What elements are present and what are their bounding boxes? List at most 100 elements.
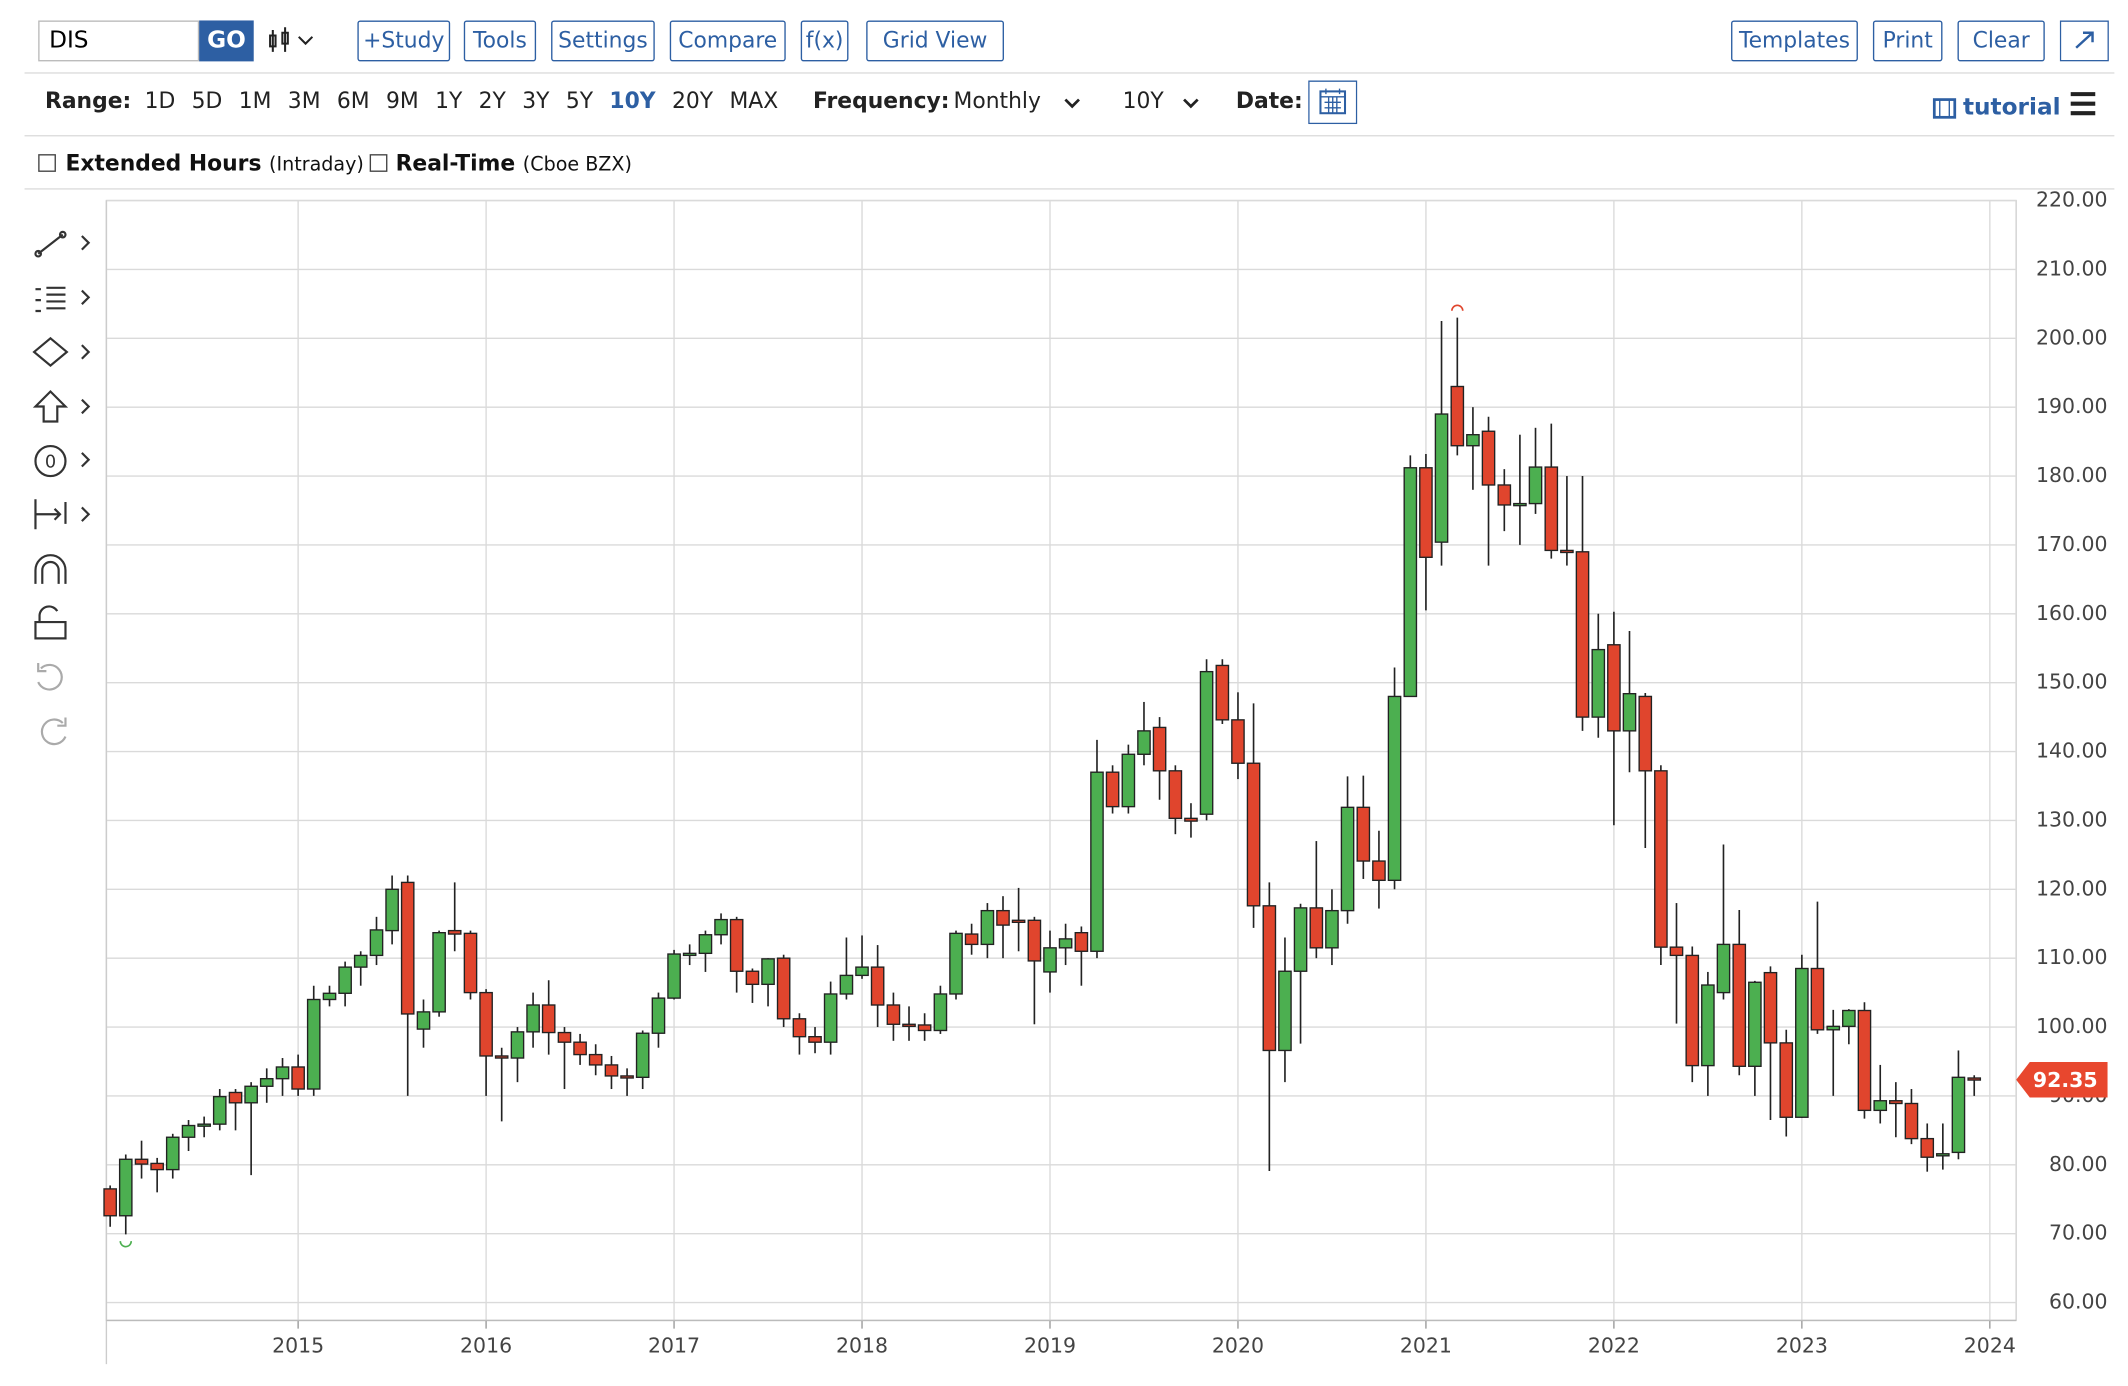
dropdown-arrow[interactable] [1061, 95, 1083, 111]
range-option[interactable]: 1M [238, 87, 272, 114]
x-tick-label: 2016 [460, 1333, 512, 1357]
menu-button[interactable] [2068, 90, 2098, 117]
chart-type-button[interactable] [265, 25, 325, 58]
candle-body [385, 888, 399, 932]
candle-body [1669, 946, 1684, 957]
fullscreen-button[interactable] [2059, 20, 2109, 62]
real-time-label[interactable]: Real-Time (Cboe BZX) [396, 147, 632, 181]
candle-body [1199, 670, 1214, 815]
candle-body [870, 966, 885, 1006]
toolbar-button[interactable]: +Study [357, 20, 451, 62]
candle-body [573, 1041, 587, 1056]
candle-body [541, 1004, 556, 1034]
candle-body [228, 1091, 243, 1104]
checkbox[interactable] [369, 154, 388, 172]
candle-body [322, 992, 337, 1001]
toolbar-button[interactable]: Clear [1957, 20, 2045, 62]
range-option[interactable]: 1D [144, 87, 176, 114]
candle-body [1262, 905, 1277, 1052]
x-tick-label: 2022 [1588, 1333, 1640, 1357]
separator [24, 188, 2115, 190]
range-option[interactable]: 5Y [565, 87, 594, 114]
candle-body [1607, 644, 1621, 732]
toolbar-button[interactable]: Print [1872, 20, 1943, 62]
candle-body [635, 1032, 650, 1079]
candle-body [103, 1188, 117, 1217]
separator [24, 135, 2115, 137]
y-tick-label: 80.00 [2049, 1152, 2108, 1176]
dropdown-arrow[interactable] [1180, 95, 1202, 111]
candle-body [949, 932, 963, 995]
toolbar-button[interactable]: Templates [1731, 20, 1858, 62]
toolbar-button[interactable]: Settings [551, 20, 655, 62]
candle-body [1105, 771, 1120, 808]
candle-body [165, 1136, 180, 1171]
candle-body [416, 1011, 431, 1030]
range-option[interactable]: 1Y [435, 87, 463, 114]
x-tick-label: 2024 [1964, 1333, 2016, 1357]
go-button[interactable]: GO [199, 20, 254, 62]
note: (Cboe BZX) [522, 154, 632, 176]
candle-body [855, 966, 869, 977]
candle-body [118, 1158, 133, 1217]
candle-body [761, 958, 775, 986]
candle-body [1873, 1100, 1888, 1112]
toolbar-button[interactable]: f(x) [800, 20, 849, 62]
y-tick-label: 130.00 [2036, 807, 2108, 831]
range-option[interactable]: 5D [191, 87, 223, 114]
candle-body [1748, 981, 1762, 1067]
candle-body [1779, 1042, 1794, 1118]
candle-body [1450, 385, 1465, 447]
candle-body [291, 1066, 305, 1090]
range-option[interactable]: 3Y [522, 87, 550, 114]
range-selector: 1D 5D 1M 3M 6M 9M 1Y 2Y 3Y 5Y 10Y 20Y MAX [136, 85, 786, 118]
toolbar-button[interactable]: Compare [669, 20, 786, 62]
range-option[interactable]: 2Y [478, 87, 506, 114]
candle-body [369, 929, 384, 957]
candle-body [839, 974, 854, 995]
range-option[interactable]: 20Y [671, 87, 714, 114]
x-tick-label: 2021 [1400, 1333, 1452, 1357]
svg-text:0: 0 [45, 452, 56, 472]
date-label: Date: [1235, 87, 1303, 114]
extended-hours-label[interactable]: Extended Hours (Intraday) [65, 147, 363, 181]
candle-body [275, 1066, 290, 1080]
date-picker[interactable] [1308, 80, 1358, 125]
tutorial-icon[interactable] [1932, 97, 1959, 122]
candle-body [1231, 719, 1245, 764]
candle-body [306, 998, 321, 1090]
range-option[interactable]: 6M [336, 87, 370, 114]
candle-body [1560, 549, 1574, 554]
candle-body [181, 1124, 196, 1138]
low-marker [119, 1241, 133, 1248]
candle-body [933, 993, 948, 1032]
tutorial-link[interactable]: tutorial [1962, 94, 2061, 122]
range-option[interactable]: MAX [729, 87, 779, 114]
candle-body [1137, 730, 1151, 755]
range-option[interactable]: 3M [287, 87, 321, 114]
y-tick-label: 190.00 [2036, 394, 2108, 418]
x-tick-label: 2019 [1024, 1333, 1076, 1357]
range-label: Range: [45, 87, 132, 114]
candle-body [808, 1035, 822, 1043]
x-tick-label: 2018 [836, 1333, 888, 1357]
range-option[interactable]: 10Y [609, 87, 656, 114]
toolbar-button[interactable]: Tools [463, 20, 537, 62]
frequency-select[interactable]: Monthly [953, 87, 1041, 114]
x-tick-label: 2023 [1776, 1333, 1828, 1357]
drawing-toolbar[interactable]: 0 [32, 230, 91, 746]
symbol-input[interactable]: DIS [38, 20, 200, 62]
checkbox[interactable] [38, 154, 56, 172]
candle-body [964, 933, 979, 946]
toolbar-button[interactable]: Grid View [866, 20, 1004, 62]
candle-body [494, 1055, 509, 1059]
y-tick-label: 100.00 [2036, 1014, 2108, 1038]
candle-body [1466, 434, 1480, 447]
candle-body [1685, 954, 1700, 1067]
candle-body [1246, 762, 1261, 907]
candle-body [996, 909, 1010, 926]
period-select[interactable]: 10Y [1122, 87, 1164, 114]
range-option[interactable]: 9M [385, 87, 419, 114]
label: Real-Time [395, 150, 516, 176]
candle-body [1419, 467, 1433, 558]
